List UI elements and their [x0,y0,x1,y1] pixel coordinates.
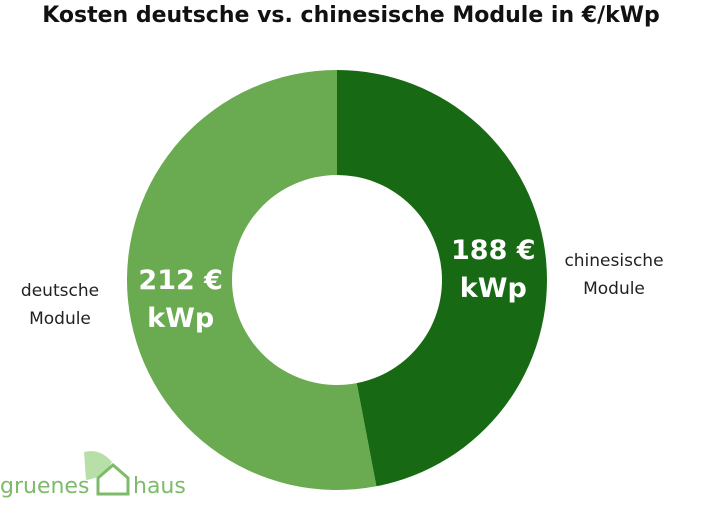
donut-slice [127,70,377,490]
leaf [84,451,112,480]
donut-slice [337,70,547,487]
logo-icon [84,451,130,496]
house [96,463,130,496]
value-label: 188 € kWp [451,235,536,305]
logo-text: gruenes [0,474,90,499]
category-label: chinesische Module [564,251,664,300]
category-label: deutsche Module [20,280,100,329]
chart-title: Kosten deutsche vs. chinesische Module i… [42,3,660,28]
logo-text: haus [133,474,186,499]
value-label: 212 € kWp [138,264,223,334]
